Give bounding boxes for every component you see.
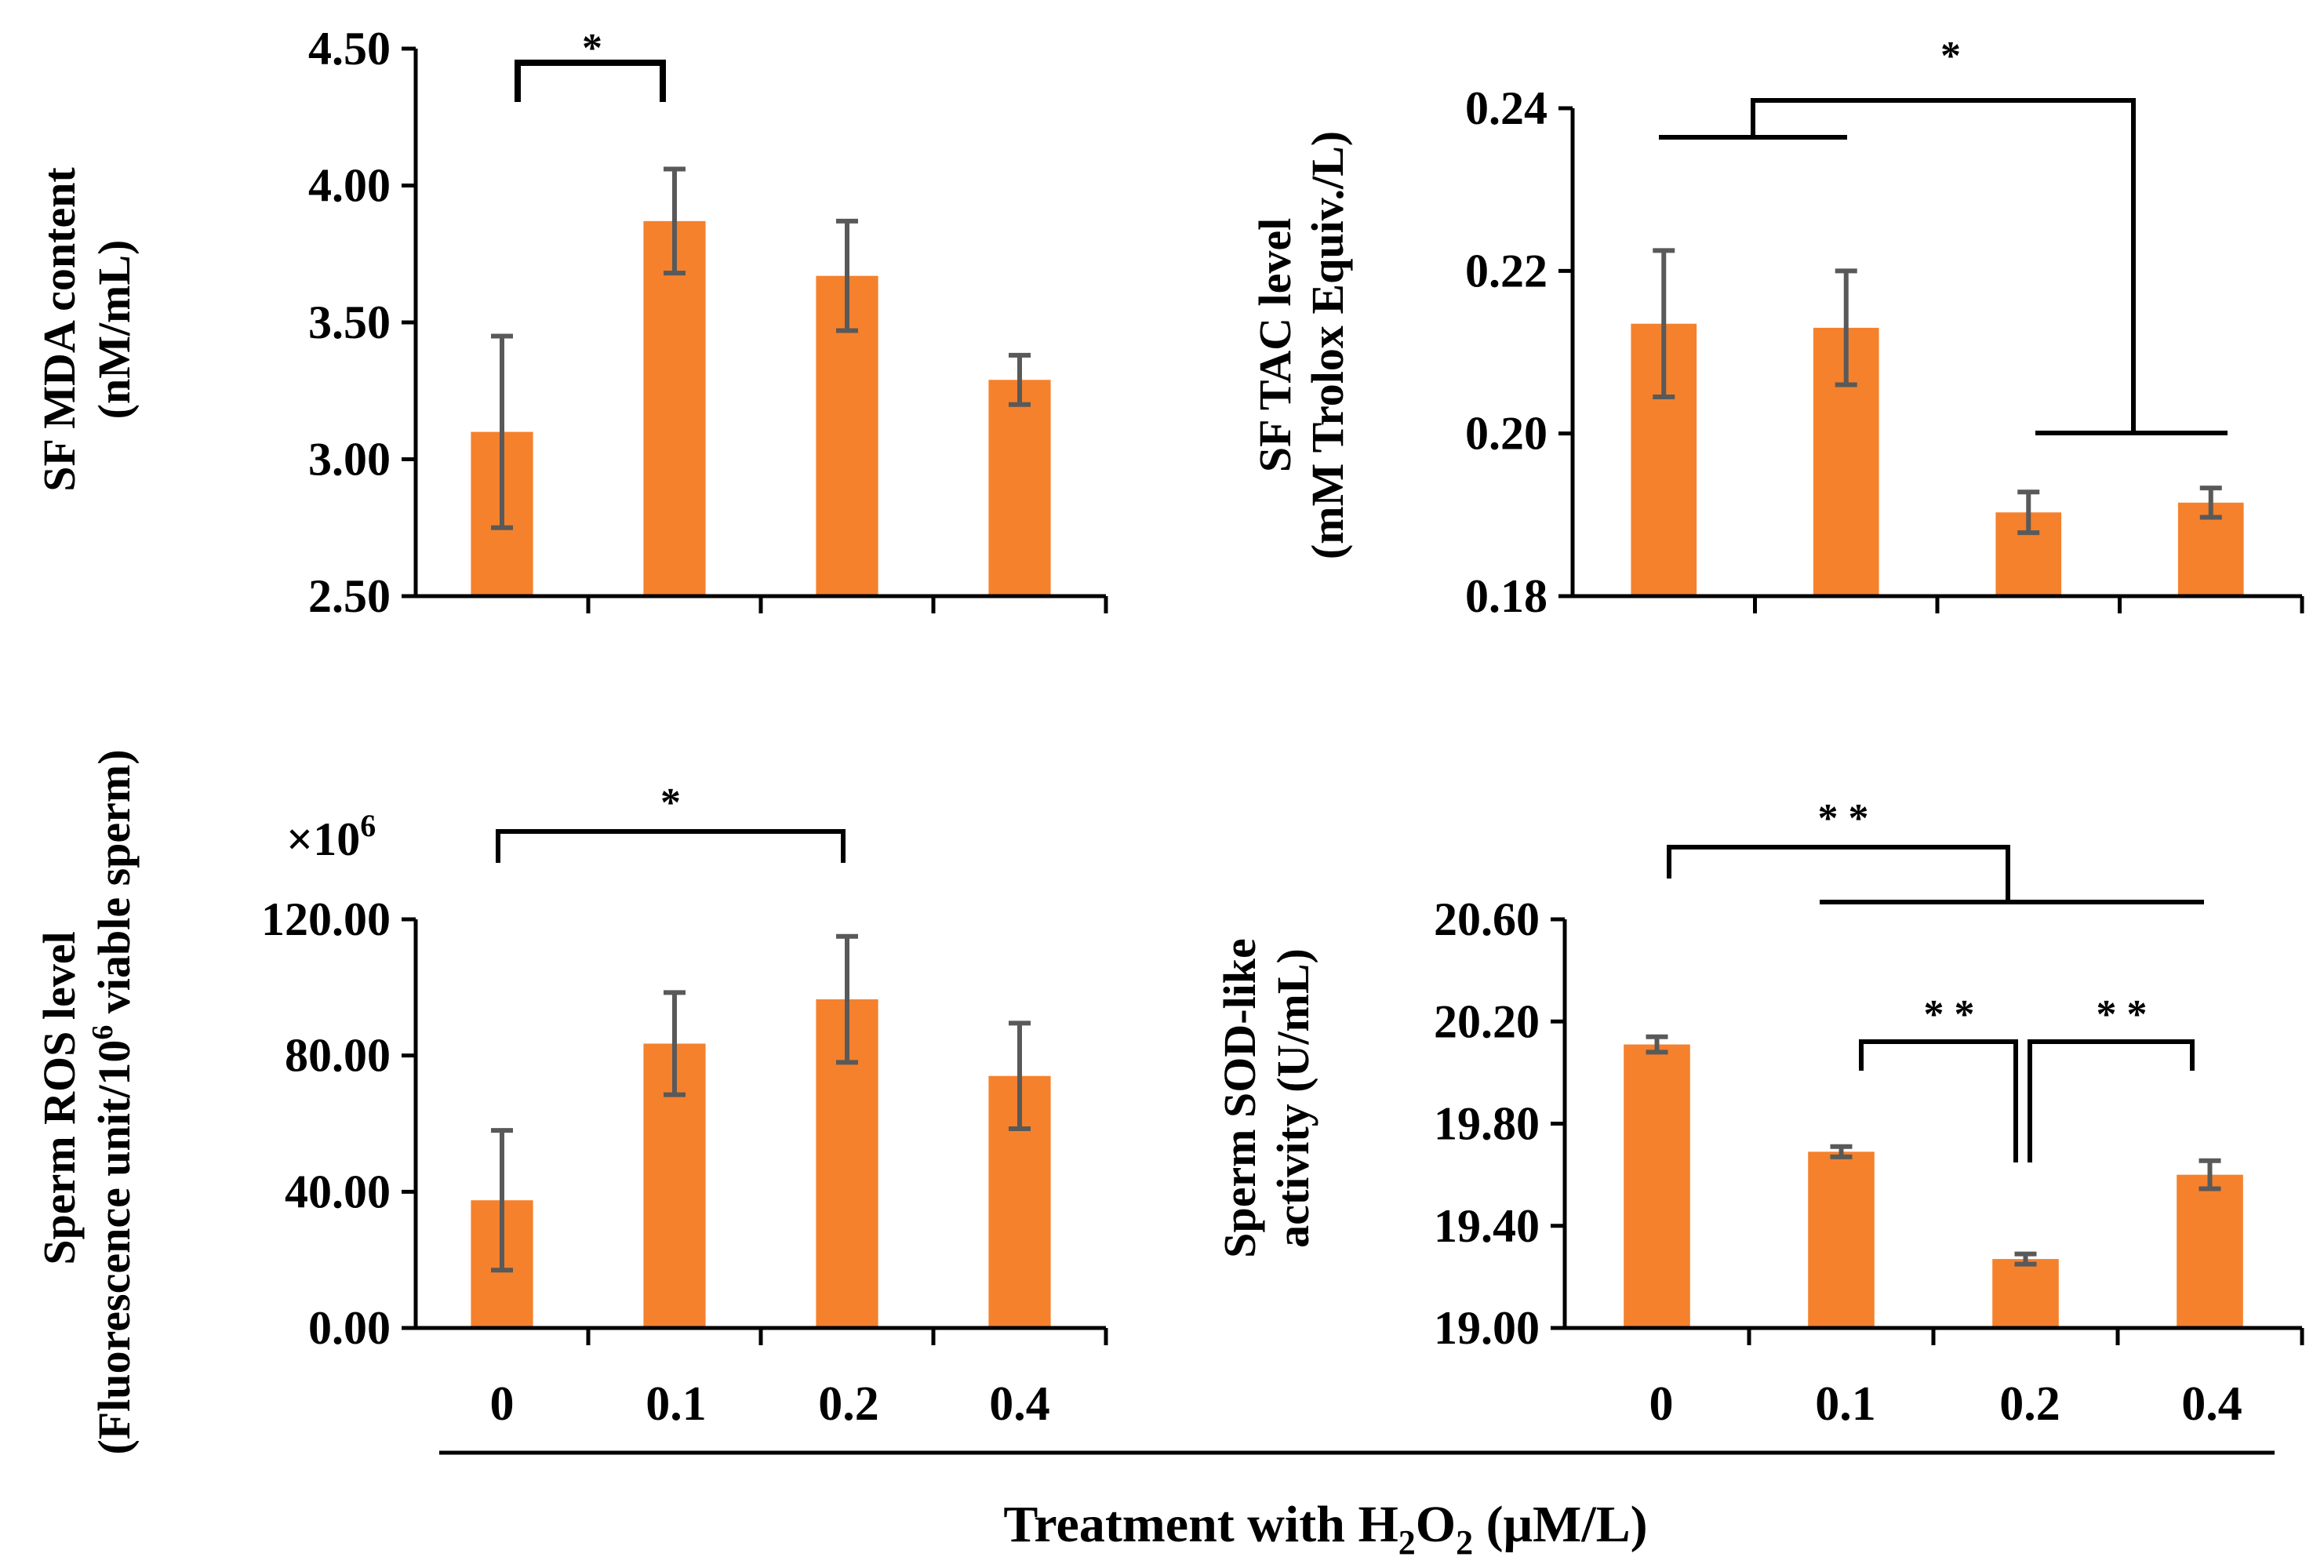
multiplier-base: ×10	[286, 813, 360, 865]
y-label-ros-2-post: viable sperm)	[89, 749, 140, 1024]
y-tick-label-ros-1: 40.00	[285, 1166, 391, 1217]
x-tick-left-1: 0.1	[646, 1377, 707, 1431]
error-bar-ros-0.2	[836, 933, 858, 1065]
error-bar-ros-0.4	[1009, 1020, 1031, 1132]
significance-star-sod-right: * *	[2097, 992, 2148, 1037]
y-tick-label-mda-2: 3.50	[308, 297, 391, 348]
x-tick-left-0: 0	[490, 1377, 515, 1431]
y-label-ros-2-pre: (Fluorescence unit/10	[89, 1040, 140, 1455]
x-tick-left-2: 0.2	[818, 1377, 879, 1431]
error-bar-sod-0	[1646, 1034, 1668, 1055]
y-tick-labels-mda: 2.50 3.00 3.50 4.00 4.50	[308, 23, 391, 622]
error-bar-mda-0.4	[1009, 352, 1031, 407]
error-bar-sod-0.4	[2199, 1158, 2221, 1191]
multiplier-label-ros: ×106	[286, 808, 376, 865]
x-title-mid: O	[1416, 1496, 1456, 1553]
y-label-ros-2-sup: 6	[86, 1025, 119, 1040]
y-tick-label-sod-4: 20.60	[1434, 893, 1540, 945]
bar-sod-0.4	[2177, 1174, 2243, 1328]
multiplier-exp: 6	[360, 808, 376, 843]
y-tick-label-tac-1: 0.20	[1465, 408, 1548, 460]
error-bar-tac-0	[1653, 248, 1675, 400]
x-tick-right-3: 0.4	[2181, 1377, 2242, 1431]
bar-sod-0.1	[1808, 1151, 1875, 1328]
y-tick-label-sod-2: 19.80	[1434, 1098, 1540, 1150]
y-tick-label-mda-3: 4.00	[308, 160, 391, 212]
error-bar-tac-0.1	[1835, 268, 1857, 387]
y-label-tac-1: SF TAC level	[1249, 218, 1300, 472]
y-tick-label-mda-1: 3.00	[308, 434, 391, 486]
significance-star-mda: *	[582, 26, 602, 71]
error-bar-mda-0	[491, 333, 513, 530]
error-bar-ros-0.1	[664, 990, 686, 1097]
x-title-sub2: 2	[1456, 1523, 1473, 1562]
x-title-sub1: 2	[1398, 1523, 1416, 1562]
y-tick-label-ros-3: 120.00	[261, 893, 391, 945]
significance-bracket-tac	[1751, 98, 2136, 433]
y-tick-labels-sod: 19.00 19.40 19.80 20.20 20.60	[1434, 893, 1540, 1354]
y-label-sod-1: Sperm SOD-like	[1214, 938, 1265, 1258]
error-bar-mda-0.1	[664, 166, 686, 276]
y-tick-label-sod-3: 20.20	[1434, 995, 1540, 1047]
y-tick-label-mda-4: 4.50	[308, 23, 391, 75]
x-tick-labels-left: 0 0.1 0.2 0.4	[490, 1377, 1050, 1431]
error-bar-sod-0.2	[2014, 1251, 2037, 1267]
x-title-post: (μM/L)	[1473, 1496, 1648, 1553]
error-bar-tac-0.2	[2017, 489, 2040, 536]
error-bar-sod-0.1	[1830, 1144, 1853, 1159]
x-axis-title: Treatment with H2O2 (μM/L)	[1003, 1496, 1647, 1562]
y-tick-label-ros-0: 0.00	[308, 1302, 391, 1354]
y-label-mda-2: (nM/mL)	[89, 240, 140, 420]
significance-star-sod-top: * *	[1818, 796, 1869, 841]
chart-panel-mda: SF MDA content (nM/mL) 2.50 3.00 3.50 4.00 4…	[34, 23, 1108, 622]
error-bar-mda-0.2	[836, 218, 858, 333]
y-label-sod-2: activity (U/mL)	[1267, 948, 1318, 1248]
significance-mda: *	[515, 26, 666, 102]
y-tick-label-tac-3: 0.24	[1465, 82, 1548, 134]
significance-star-tac: *	[1940, 34, 1961, 78]
significance-sod: * * * * * *	[1667, 796, 2204, 1162]
bar-mda-0.4	[988, 380, 1051, 596]
x-title-pre: Treatment with H	[1003, 1496, 1398, 1553]
significance-bracket-ros	[496, 829, 846, 863]
error-bar-ros-0	[491, 1128, 513, 1273]
significance-bracket-sod-right	[2028, 1039, 2195, 1162]
significance-star-sod-left: * *	[1924, 992, 1975, 1037]
error-bar-tac-0.4	[2199, 486, 2222, 520]
y-tick-labels-ros: 0.00 40.00 80.00 120.00	[261, 893, 391, 1354]
y-label-ros-1: Sperm ROS level	[34, 931, 85, 1264]
y-tick-label-sod-1: 19.40	[1434, 1200, 1540, 1252]
x-tick-right-0: 0	[1649, 1377, 1674, 1431]
bar-sod-0.2	[1992, 1259, 2059, 1328]
chart-panel-ros: Sperm ROS level (Fluorescence unit/106 v…	[34, 749, 1108, 1455]
y-label-tac-2: (mM Trolox Equiv./L)	[1302, 131, 1353, 559]
significance-ros: *	[496, 780, 846, 863]
significance-bracket-mda	[515, 60, 666, 102]
y-label-ros-2: (Fluorescence unit/106 viable sperm)	[86, 749, 140, 1454]
y-tick-labels-tac: 0.18 0.20 0.22 0.24	[1465, 82, 1548, 622]
y-tick-label-tac-0: 0.18	[1465, 570, 1548, 622]
bar-sod-0	[1624, 1044, 1690, 1328]
significance-bracket-sod-left	[1859, 1039, 2018, 1162]
bar-mda-0.1	[643, 220, 706, 596]
chart-panel-sod: Sperm SOD-like activity (U/mL) 19.00 19.4…	[1214, 796, 2304, 1354]
y-label-mda-1: SF MDA content	[34, 167, 85, 492]
significance-tac: *	[1659, 34, 2228, 435]
significance-bracket-sod-top	[1667, 845, 2010, 902]
x-tick-right-2: 0.2	[1999, 1377, 2060, 1431]
y-tick-label-ros-2: 80.00	[285, 1030, 391, 1082]
x-tick-left-3: 0.4	[989, 1377, 1050, 1431]
y-tick-label-sod-0: 19.00	[1434, 1302, 1540, 1354]
y-tick-label-mda-0: 2.50	[308, 570, 391, 622]
y-tick-label-tac-2: 0.22	[1465, 245, 1548, 297]
x-tick-labels-right: 0 0.1 0.2 0.4	[1649, 1377, 2242, 1431]
x-tick-right-1: 0.1	[1815, 1377, 1876, 1431]
significance-star-ros: *	[660, 780, 681, 825]
chart-panel-tac: SF TAC level (mM Trolox Equiv./L) 0.180.…	[1249, 34, 2304, 622]
